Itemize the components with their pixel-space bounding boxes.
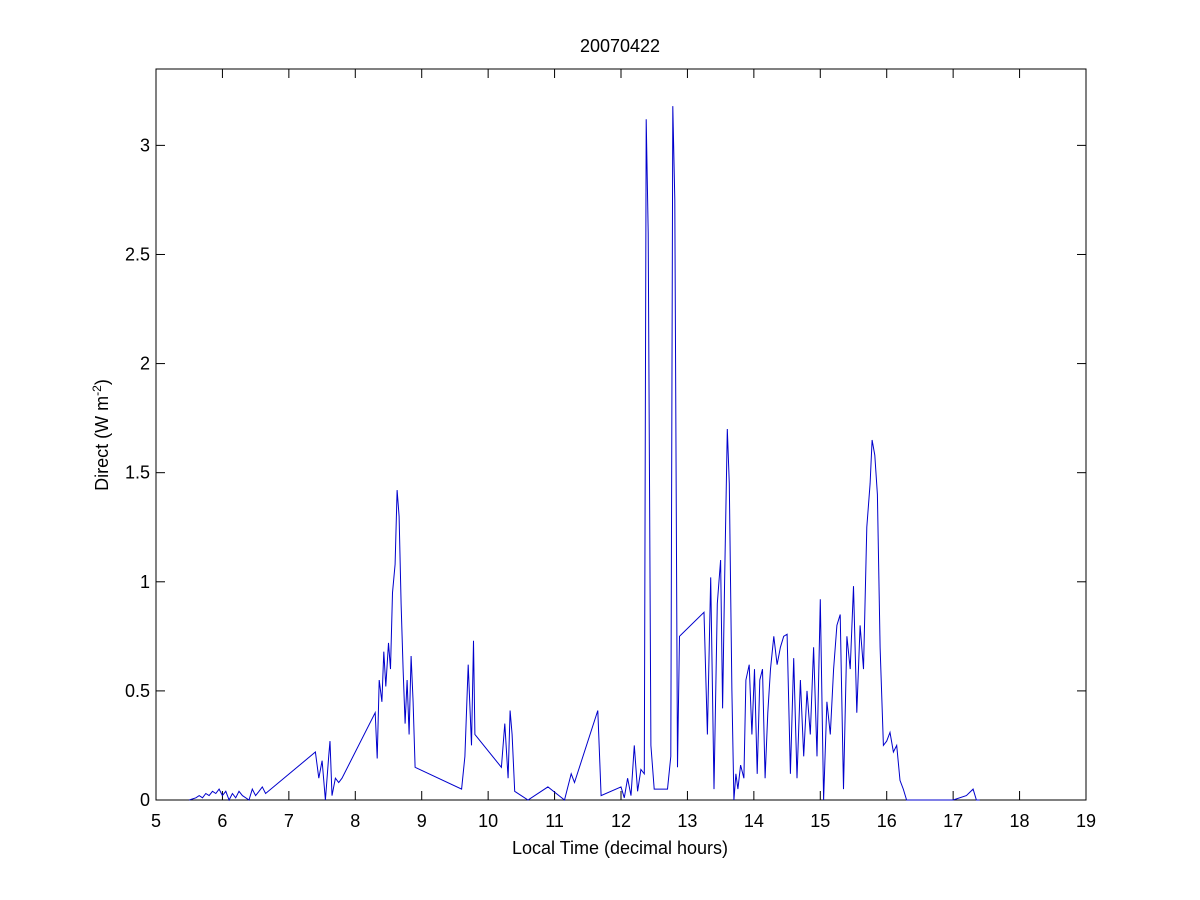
x-tick-label: 18 — [1010, 811, 1030, 831]
x-tick-label: 15 — [810, 811, 830, 831]
x-tick-label: 11 — [545, 811, 564, 831]
x-tick-label: 10 — [478, 811, 498, 831]
x-tick-label: 17 — [943, 811, 963, 831]
x-tick-label: 8 — [350, 811, 360, 831]
y-tick-label: 3 — [140, 135, 150, 155]
chart-title: 20070422 — [580, 36, 660, 56]
y-axis-label: Direct (W m-2) — [90, 379, 112, 491]
x-tick-label: 16 — [877, 811, 897, 831]
plot-area — [155, 68, 1087, 801]
x-tick-label: 7 — [284, 811, 294, 831]
y-tick-label: 1.5 — [125, 463, 150, 483]
y-tick-label: 0 — [140, 790, 150, 810]
y-tick-label: 2 — [140, 354, 150, 374]
x-tick-label: 6 — [217, 811, 227, 831]
series-layer — [189, 106, 980, 802]
y-axis-label-main: Direct (W m — [92, 396, 112, 491]
y-tick-label: 1 — [140, 572, 150, 592]
x-tick-label: 9 — [417, 811, 427, 831]
y-axis-label-superscript: -2 — [90, 385, 104, 396]
y-axis: 0 0.5 1 1.5 2 2.5 3 — [125, 135, 1086, 810]
y-tick-label: 2.5 — [125, 244, 150, 264]
series-line — [189, 106, 980, 802]
x-axis: 5 6 7 8 9 10 11 12 13 14 15 16 17 18 19 — [151, 69, 1096, 831]
x-tick-label: 5 — [151, 811, 161, 831]
y-axis-label-close: ) — [92, 379, 112, 385]
y-tick-label: 0.5 — [125, 681, 150, 701]
x-tick-label: 19 — [1076, 811, 1096, 831]
x-tick-label: 12 — [611, 811, 631, 831]
x-tick-label: 13 — [677, 811, 697, 831]
x-axis-label: Local Time (decimal hours) — [512, 838, 728, 858]
x-tick-label: 14 — [744, 811, 764, 831]
